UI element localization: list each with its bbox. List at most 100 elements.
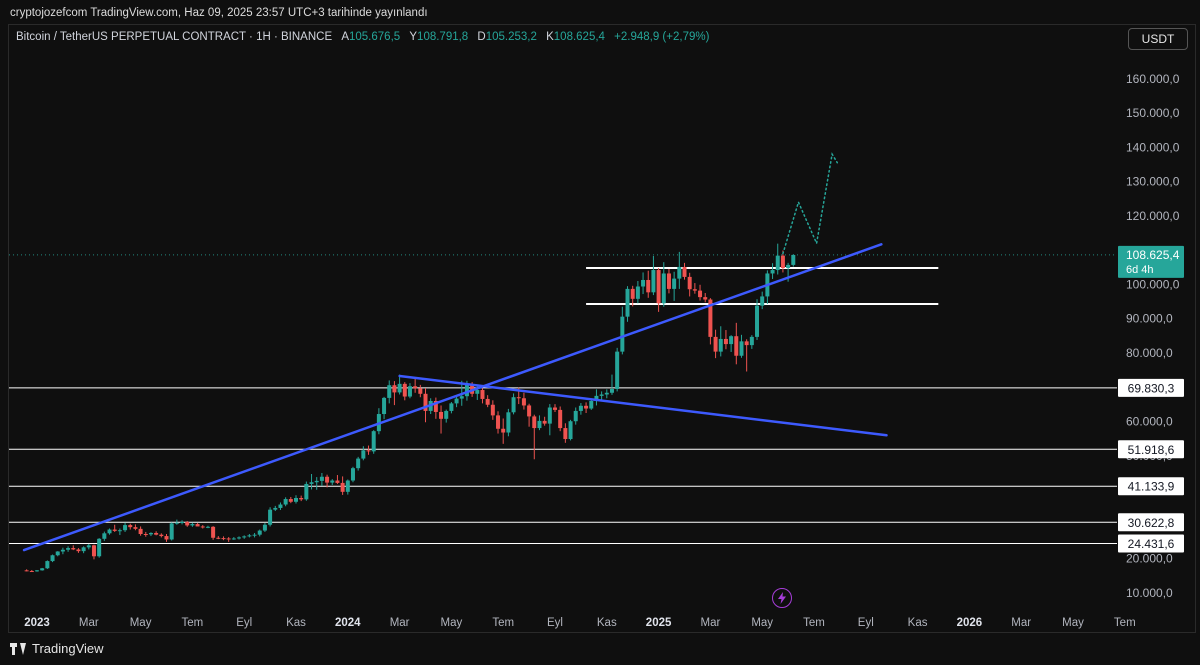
candle-body [594, 395, 599, 401]
candle-body [66, 548, 71, 550]
candle-body [91, 545, 96, 557]
candle-body [309, 482, 314, 484]
level-price-tag [1118, 477, 1184, 496]
y-tick-label: 160.000,0 [1126, 72, 1180, 86]
level-price-label: 30.622,8 [1128, 516, 1175, 530]
footer-bar [0, 633, 1200, 665]
candle-body [744, 341, 749, 346]
chart-panel[interactable] [8, 24, 1196, 633]
high-value: 108.791,8 [417, 31, 469, 43]
candle-body [195, 524, 200, 527]
x-tick-label: Mar [79, 617, 99, 629]
high-label: Y [409, 31, 418, 43]
candle-body [262, 524, 267, 531]
candle-body [454, 398, 459, 404]
candle-body [221, 538, 226, 540]
candle-body [506, 412, 511, 433]
last-price-label: 108.625,4 [1126, 248, 1180, 262]
candle-body [216, 537, 221, 539]
candle-body [60, 549, 65, 552]
candle-body [615, 351, 620, 389]
candle-body [698, 290, 703, 298]
candle-body [480, 390, 485, 399]
candle-body [661, 273, 666, 304]
candle-body [449, 403, 454, 411]
candle-body [319, 476, 324, 481]
x-tick-label: Tem [492, 617, 514, 629]
y-tick-label: 10.000,0 [1126, 586, 1173, 600]
candle-body [786, 264, 791, 268]
candle-body [542, 420, 547, 424]
candle-body [55, 551, 60, 556]
candle-body [107, 529, 112, 534]
candle-body [490, 404, 495, 416]
x-tick-label: May [1062, 617, 1084, 629]
candle-body [407, 386, 412, 397]
tradingview-brand[interactable]: TradingView [10, 641, 104, 656]
candle-body [620, 316, 625, 352]
y-tick-label: 140.000,0 [1126, 140, 1180, 154]
y-tick-label: 80.000,0 [1126, 346, 1173, 360]
candle-body [299, 498, 304, 500]
x-tick-label: Mar [1011, 617, 1031, 629]
candle-body [568, 421, 573, 440]
candle-body [692, 289, 697, 291]
candle-body [112, 529, 117, 531]
y-tick-label: 90.000,0 [1126, 312, 1173, 326]
candle-body [666, 273, 671, 289]
candle-body [459, 396, 464, 399]
lightning-bolt-icon[interactable] [772, 588, 792, 608]
candle-body [180, 522, 185, 524]
candle-body [159, 534, 164, 537]
candle-body [345, 480, 350, 492]
candle-body [532, 416, 537, 429]
low-label: D [477, 31, 486, 43]
x-tick-label: Eyl [858, 617, 874, 629]
candle-body [635, 286, 640, 299]
candle-body [24, 570, 29, 572]
candle-body [185, 522, 190, 526]
candle-body [247, 535, 252, 537]
candle-body [527, 405, 532, 417]
candle-body [211, 526, 216, 538]
candle-body [123, 525, 128, 531]
level-price-label: 69.830,3 [1128, 381, 1175, 395]
candle-body [29, 571, 34, 573]
candle-body [278, 504, 283, 508]
y-tick-label: 120.000,0 [1126, 209, 1180, 223]
y-tick-label: 60.000,0 [1126, 415, 1173, 429]
candle-body [682, 266, 687, 277]
candle-body [516, 397, 521, 399]
countdown-label: 6d 4h [1126, 264, 1154, 276]
candle-body [356, 458, 361, 469]
candle-body [703, 297, 708, 300]
candle-body [387, 385, 392, 398]
candle-body [371, 431, 376, 452]
candle-body [723, 338, 728, 345]
candle-body [288, 499, 293, 502]
attribution-text: cryptojozefcom TradingView.com, Haz 09, … [10, 7, 428, 19]
x-tick-label: Kas [597, 617, 617, 629]
candle-body [71, 548, 76, 550]
candle-body [511, 397, 516, 413]
trendline [22, 243, 883, 552]
candle-body [117, 530, 122, 532]
candle-body [143, 533, 148, 535]
candle-body [672, 278, 677, 289]
candle-body [205, 526, 210, 528]
currency-button[interactable]: USDT [1128, 28, 1188, 50]
candle-body [547, 407, 552, 424]
y-tick-label: 130.000,0 [1126, 175, 1180, 189]
x-tick-label: Kas [286, 617, 306, 629]
candle-body [190, 524, 195, 526]
candle-body [599, 394, 604, 396]
candle-body [40, 568, 45, 571]
candle-body [81, 547, 86, 552]
x-tick-label: Tem [803, 617, 825, 629]
x-tick-label: Eyl [236, 617, 252, 629]
candle-body [50, 555, 55, 562]
candle-body [418, 388, 423, 394]
level-price-label: 41.133,9 [1128, 480, 1175, 494]
level-price-tag [1118, 513, 1184, 532]
